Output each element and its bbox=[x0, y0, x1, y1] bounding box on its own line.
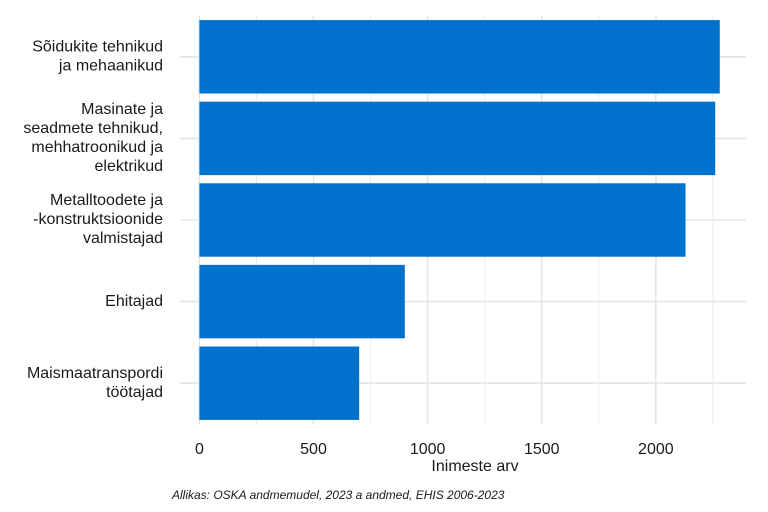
caption: Allikas: OSKA andmemudel, 2023 a andmed,… bbox=[171, 488, 505, 502]
y-tick-label: mehhatroonikud ja bbox=[31, 139, 163, 156]
x-tick-label: 1000 bbox=[410, 441, 446, 458]
y-tick-label: -konstruktsioonide bbox=[33, 211, 163, 228]
bar bbox=[199, 20, 720, 94]
y-tick-label: elektrikud bbox=[95, 158, 163, 175]
x-tick-label: 500 bbox=[300, 441, 327, 458]
x-tick-label: 1500 bbox=[524, 441, 560, 458]
y-tick-label: Masinate ja bbox=[81, 101, 163, 118]
y-tick-label: Sõidukite tehnikud bbox=[32, 39, 163, 56]
y-tick-label: töötajad bbox=[106, 384, 163, 401]
y-tick-label: ja mehaanikud bbox=[58, 58, 163, 75]
bar bbox=[199, 101, 716, 176]
y-tick-label: seadmete tehnikud, bbox=[23, 120, 163, 137]
y-tick-label: Metalltoodete ja bbox=[50, 192, 163, 209]
x-tick-label: 2000 bbox=[638, 441, 674, 458]
bar bbox=[199, 183, 686, 257]
y-tick-label: Maismaatranspordi bbox=[27, 365, 163, 382]
x-axis-title: Inimeste arv bbox=[431, 458, 518, 475]
y-tick-label: Ehitajad bbox=[105, 293, 163, 310]
x-tick-label: 0 bbox=[195, 441, 204, 458]
bar bbox=[199, 346, 360, 420]
y-tick-label: valmistajad bbox=[83, 230, 163, 247]
bar bbox=[199, 264, 405, 339]
